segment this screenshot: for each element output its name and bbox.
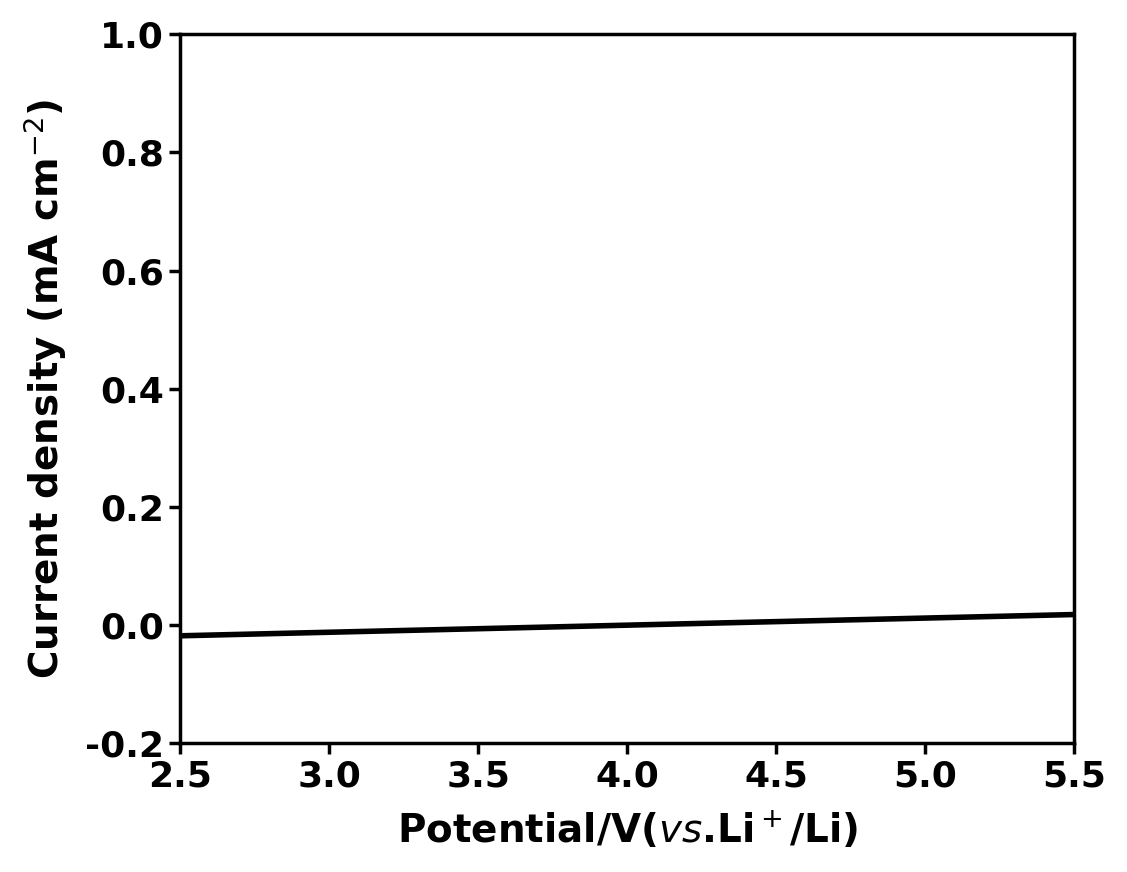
X-axis label: Potential/V($\mathit{vs}$.Li$^+$/Li): Potential/V($\mathit{vs}$.Li$^+$/Li) — [397, 810, 858, 851]
Y-axis label: Current density (mA cm$^{-2}$): Current density (mA cm$^{-2}$) — [20, 99, 69, 678]
